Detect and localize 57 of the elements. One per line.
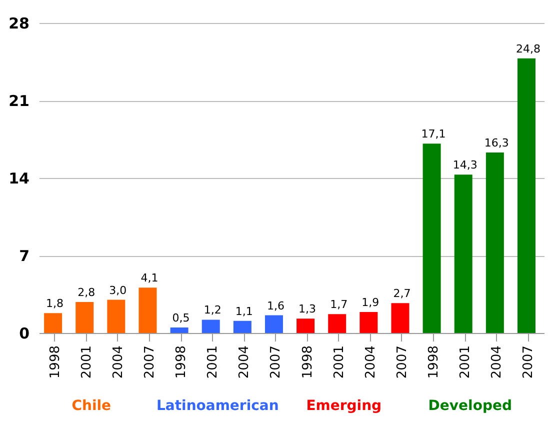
bar (107, 300, 126, 333)
text: Chile (72, 398, 112, 414)
bar (233, 320, 252, 333)
x-tick-label: 2004 (110, 346, 126, 379)
data-label: 0,5 (172, 311, 190, 324)
x-tick-label: 1998 (48, 346, 63, 379)
data-label: 24,8 (516, 42, 540, 56)
y-tick-label: 0 (19, 324, 30, 342)
data-label: 1,1 (235, 304, 253, 318)
data-label: 3,0 (109, 284, 127, 297)
bar (170, 327, 188, 333)
x-tick-label: 2007 (521, 346, 536, 379)
x-tick-label: 2001 (206, 346, 221, 379)
text: Latinoamerican (156, 398, 279, 414)
x-tick-label: 2007 (394, 346, 410, 379)
data-label: 1,6 (266, 299, 284, 312)
y-tick-label: 14 (8, 170, 30, 188)
bar (486, 152, 504, 333)
data-label: 1,8 (46, 297, 64, 310)
bar (360, 312, 378, 333)
bar (138, 288, 157, 333)
bar (422, 144, 441, 333)
bar (44, 313, 62, 333)
data-label: 17,1 (421, 128, 446, 141)
text: Developed (428, 398, 512, 414)
x-tick-label: 2007 (268, 346, 284, 379)
x-tick-label: 1998 (426, 346, 442, 379)
data-label: 1,2 (204, 304, 222, 317)
data-label: 16,3 (484, 136, 509, 150)
bar (296, 318, 315, 333)
bar (202, 320, 220, 333)
x-tick-label: 1998 (300, 346, 316, 379)
bar (264, 315, 283, 333)
data-label: 1,9 (362, 296, 380, 309)
data-label: 2,8 (78, 286, 96, 299)
data-label: 2,7 (393, 287, 411, 300)
x-tick-label: 2001 (458, 346, 474, 379)
data-label: 4,1 (140, 272, 158, 285)
x-tick-label: 2004 (490, 346, 505, 379)
y-tick-label: 21 (8, 92, 30, 110)
text: Emerging (306, 398, 382, 414)
y-tick-label: 7 (19, 247, 30, 265)
y-tick-label: 28 (8, 14, 30, 32)
bar (517, 58, 536, 333)
x-tick-label: 1998 (174, 346, 190, 379)
x-tick-label: 2001 (332, 346, 347, 379)
bar (454, 174, 472, 333)
x-tick-label: 2001 (79, 346, 94, 379)
x-tick-label: 2004 (237, 346, 252, 379)
bar (76, 302, 94, 333)
data-label: 1,3 (298, 302, 316, 316)
data-label: 14,3 (452, 158, 478, 172)
bar (391, 303, 410, 333)
x-tick-label: 2007 (142, 346, 158, 379)
data-label: 1,7 (330, 298, 348, 312)
bar (328, 314, 346, 333)
x-tick-label: 2004 (363, 346, 378, 379)
